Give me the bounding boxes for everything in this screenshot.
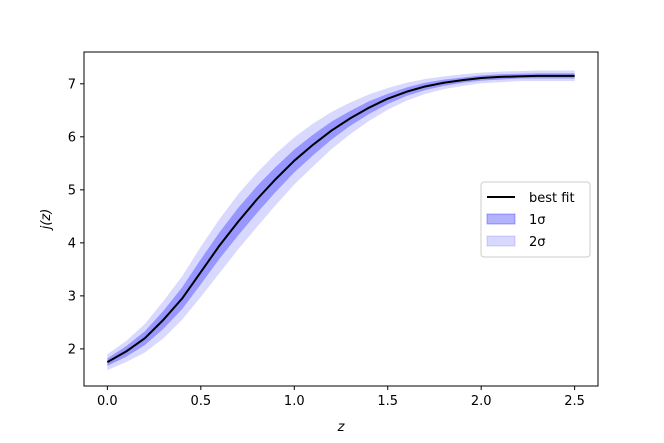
y-tick-label: 6	[68, 130, 76, 145]
line-best-fit	[106, 74, 575, 364]
x-tick-label: 0.0	[97, 394, 118, 409]
x-tick-label: 2.5	[564, 394, 585, 409]
y-tick-label: 2	[68, 342, 76, 357]
legend-label: 1σ	[529, 213, 546, 228]
y-tick-label: 5	[68, 183, 76, 198]
y-tick-label: 4	[68, 236, 76, 251]
plot-frame	[83, 51, 599, 387]
legend: best fit 1σ 2σ	[480, 181, 591, 258]
y-tick-label: 7	[68, 77, 76, 92]
band-1σ	[107, 73, 575, 366]
legend-swatch-band	[486, 235, 516, 247]
x-axis-ticks: 0.0 0.5 1.0 1.5 2.0 2.5	[97, 386, 585, 409]
x-tick-label: 2.0	[471, 394, 492, 409]
x-tick-label: 1.5	[377, 394, 398, 409]
y-tick-label: 3	[68, 289, 76, 304]
confidence-bands	[107, 70, 575, 371]
band-2σ	[107, 70, 575, 371]
fit-lines	[106, 74, 575, 364]
legend-swatch-band	[486, 213, 516, 225]
legend-label: 2σ	[529, 235, 546, 250]
legend-label: best fit	[529, 191, 575, 206]
y-axis-ticks: 2 3 4 5 6 7	[68, 77, 84, 357]
x-tick-label: 0.5	[190, 394, 211, 409]
legend-box	[480, 181, 591, 258]
x-tick-label: 1.0	[284, 394, 305, 409]
x-axis-label: z	[337, 420, 346, 435]
y-axis-label: j(z)	[39, 209, 54, 232]
